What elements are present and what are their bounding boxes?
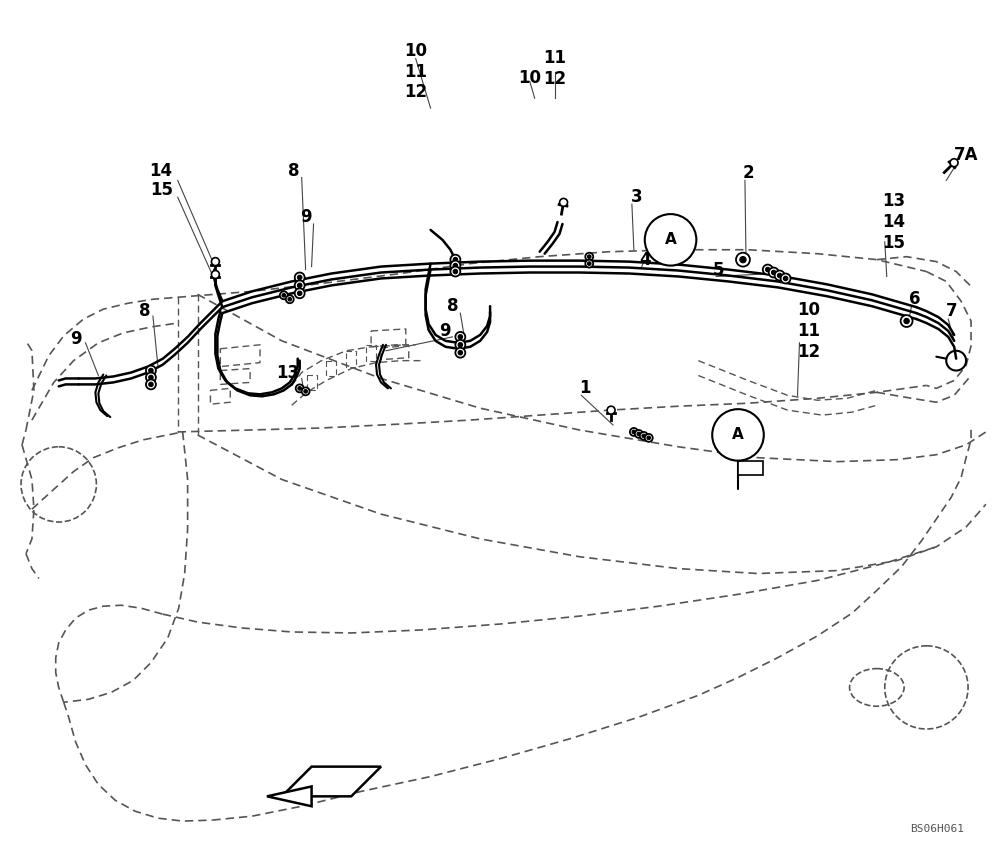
Circle shape <box>635 430 643 438</box>
Circle shape <box>286 296 294 303</box>
Circle shape <box>607 406 615 414</box>
Circle shape <box>455 340 465 350</box>
Circle shape <box>640 432 648 440</box>
Circle shape <box>295 273 305 282</box>
Circle shape <box>298 387 301 390</box>
Text: A: A <box>665 233 676 247</box>
Circle shape <box>450 255 460 265</box>
Circle shape <box>904 319 909 324</box>
Text: 8: 8 <box>288 162 300 180</box>
Text: 6: 6 <box>909 291 920 308</box>
Circle shape <box>296 384 304 392</box>
Circle shape <box>585 253 593 261</box>
Polygon shape <box>282 767 381 797</box>
Circle shape <box>458 335 463 339</box>
Circle shape <box>587 262 591 265</box>
Circle shape <box>647 436 651 440</box>
Circle shape <box>560 199 568 206</box>
Circle shape <box>769 268 779 278</box>
Circle shape <box>775 271 785 280</box>
Circle shape <box>146 379 156 389</box>
Text: 10
11
12: 10 11 12 <box>404 42 427 101</box>
Text: 9: 9 <box>439 322 450 340</box>
Text: 9: 9 <box>300 208 312 226</box>
Circle shape <box>288 297 292 301</box>
Text: 2: 2 <box>743 164 755 181</box>
Circle shape <box>295 280 305 291</box>
Text: 11
12: 11 12 <box>543 49 566 88</box>
Circle shape <box>901 315 913 327</box>
Circle shape <box>736 253 750 267</box>
Circle shape <box>458 350 463 355</box>
Text: 5: 5 <box>713 261 725 279</box>
Polygon shape <box>267 786 312 806</box>
Polygon shape <box>738 461 763 475</box>
Circle shape <box>587 255 591 258</box>
Circle shape <box>632 430 636 434</box>
Text: A: A <box>732 428 744 442</box>
Circle shape <box>781 273 791 284</box>
Circle shape <box>455 348 465 358</box>
Circle shape <box>712 409 764 461</box>
Text: 7A: 7A <box>954 146 979 164</box>
Circle shape <box>455 332 465 342</box>
Circle shape <box>146 372 156 383</box>
Circle shape <box>149 375 153 380</box>
Text: 8: 8 <box>139 302 151 320</box>
Circle shape <box>458 343 463 347</box>
Circle shape <box>297 291 302 296</box>
Text: 13
14
15: 13 14 15 <box>882 193 905 252</box>
Circle shape <box>149 368 153 373</box>
Circle shape <box>149 383 153 387</box>
Circle shape <box>585 260 593 268</box>
Text: 13: 13 <box>277 364 300 382</box>
Circle shape <box>630 428 638 436</box>
Text: 8: 8 <box>447 297 458 315</box>
Circle shape <box>453 257 458 262</box>
Circle shape <box>450 267 460 277</box>
Circle shape <box>453 269 458 273</box>
Circle shape <box>280 291 288 299</box>
Circle shape <box>766 268 770 272</box>
Circle shape <box>146 366 156 376</box>
Text: 9: 9 <box>70 330 82 348</box>
Circle shape <box>211 257 219 266</box>
Circle shape <box>302 388 310 395</box>
Circle shape <box>282 293 286 297</box>
Circle shape <box>637 432 641 435</box>
Text: 3: 3 <box>631 188 643 206</box>
Circle shape <box>771 270 776 274</box>
Text: 15: 15 <box>150 181 173 199</box>
Circle shape <box>297 275 302 279</box>
Text: 1: 1 <box>579 379 591 397</box>
Circle shape <box>297 283 302 288</box>
Circle shape <box>763 265 773 274</box>
Circle shape <box>740 256 746 262</box>
Text: BS06H061: BS06H061 <box>910 824 964 834</box>
Circle shape <box>450 261 460 271</box>
Circle shape <box>645 434 653 442</box>
Circle shape <box>783 276 788 280</box>
Text: 10
11
12: 10 11 12 <box>798 301 821 360</box>
Text: 14: 14 <box>150 162 173 180</box>
Circle shape <box>642 435 646 438</box>
Text: 7: 7 <box>946 302 958 320</box>
Text: 10: 10 <box>518 68 541 87</box>
Circle shape <box>304 389 307 393</box>
Circle shape <box>453 263 458 268</box>
Text: 4: 4 <box>639 250 650 268</box>
Circle shape <box>295 288 305 298</box>
Circle shape <box>777 273 782 278</box>
Circle shape <box>211 271 219 279</box>
Circle shape <box>950 158 958 167</box>
Circle shape <box>645 214 696 266</box>
